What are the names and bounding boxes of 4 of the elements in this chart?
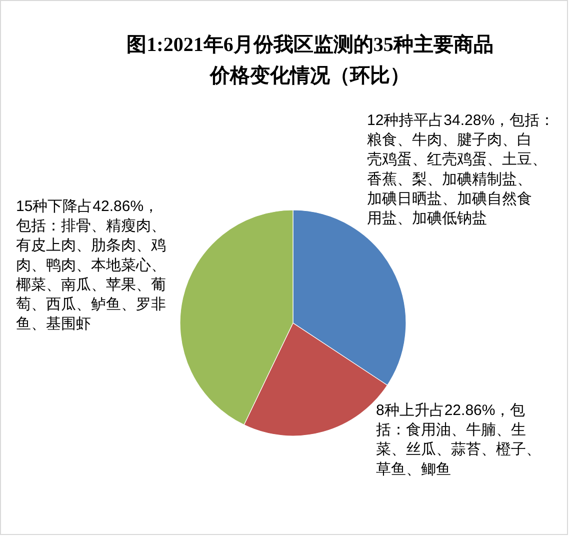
data-label: 8种上升占22.86%，包括：食用油、牛腩、生菜、丝瓜、蒜苔、橙子、草鱼、鲫鱼	[376, 402, 541, 478]
chart-title: 图1:2021年6月份我区监测的35种主要商品价格变化情况（环比）	[126, 33, 494, 87]
data-label: 15种下降占42.86%，包括：排骨、精瘦肉、有皮上肉、肋条肉、鸡肉、鸭肉、本地菜心、椰菜、南瓜、苹果、葡萄、西瓜、鲈鱼、罗非鱼、基围虾	[16, 198, 166, 333]
data-label: 12种持平占34.28%，包括：粮食、牛肉、腱子肉、白壳鸡蛋、红壳鸡蛋、土豆、香蕉、梨、加碘精制盐、加碘日晒盐、加碘自然食用盐、加碘低钠盐	[367, 112, 555, 227]
